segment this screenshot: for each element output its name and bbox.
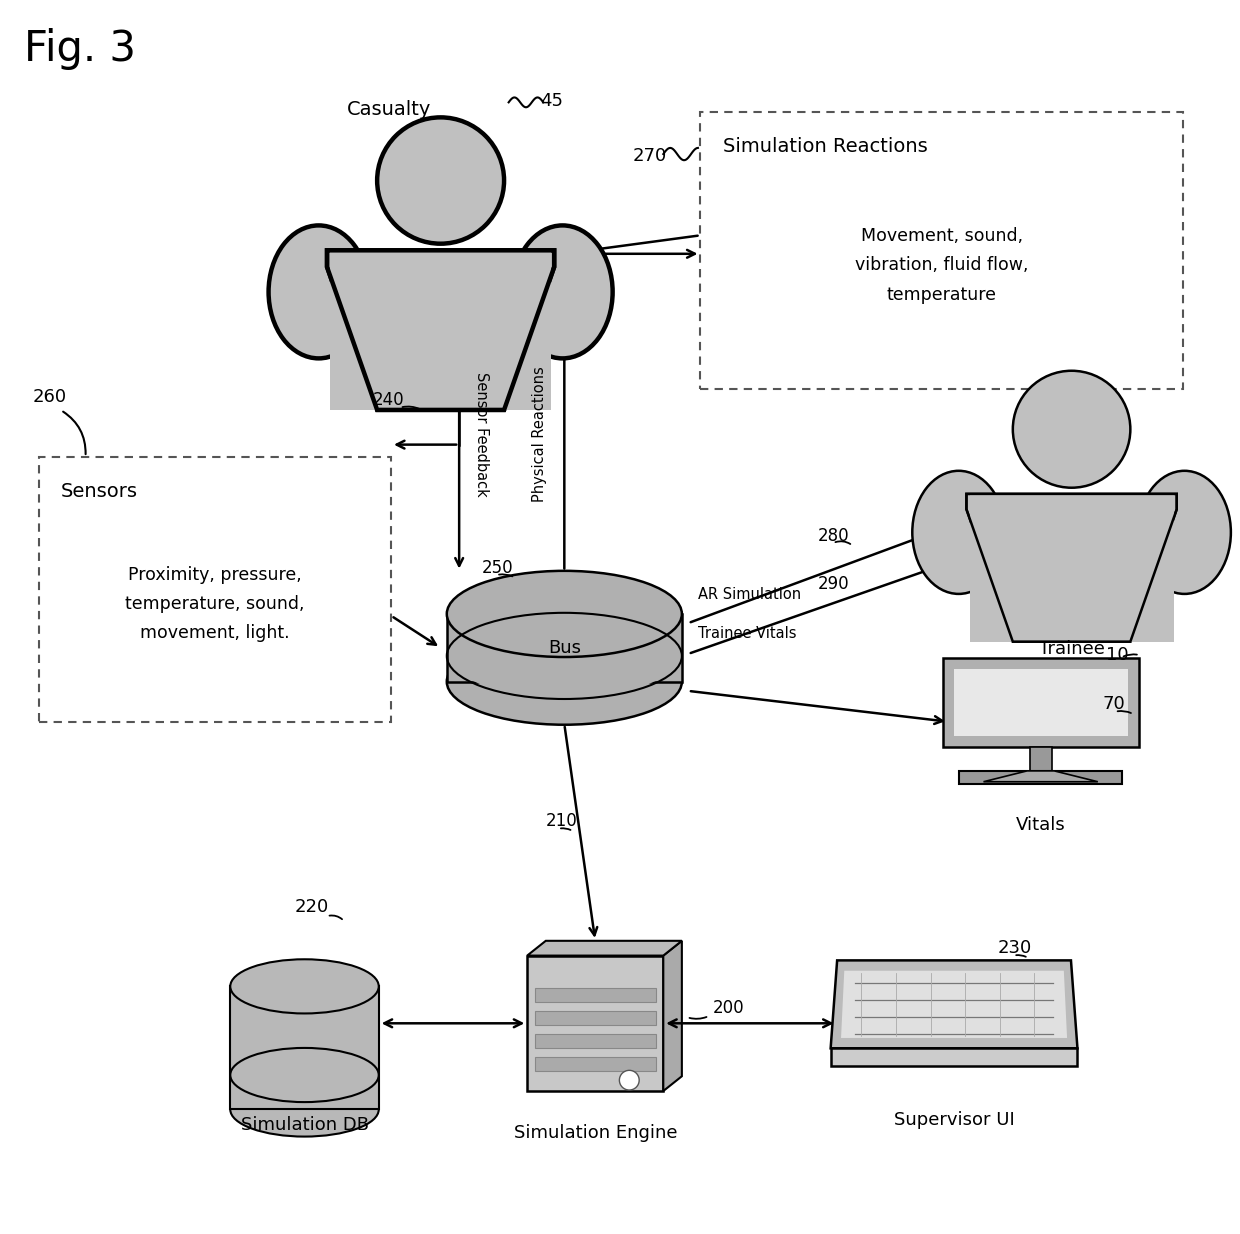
Ellipse shape xyxy=(269,226,368,358)
Ellipse shape xyxy=(450,615,678,697)
Text: Proximity, pressure,
temperature, sound,
movement, light.: Proximity, pressure, temperature, sound,… xyxy=(125,566,305,642)
Polygon shape xyxy=(983,771,1097,781)
Text: Sensor Feedback: Sensor Feedback xyxy=(474,371,489,496)
Bar xyxy=(954,669,1127,735)
Text: 210: 210 xyxy=(546,812,578,830)
Text: Simulation Engine: Simulation Engine xyxy=(513,1124,677,1141)
Polygon shape xyxy=(966,494,1177,642)
Ellipse shape xyxy=(446,638,682,724)
Ellipse shape xyxy=(233,1049,376,1101)
Text: 45: 45 xyxy=(539,93,563,110)
Circle shape xyxy=(377,117,505,243)
Text: 230: 230 xyxy=(997,939,1032,958)
Text: Movement, sound,
vibration, fluid flow,
temperature: Movement, sound, vibration, fluid flow, … xyxy=(854,227,1028,304)
Text: 290: 290 xyxy=(818,575,849,592)
Text: 250: 250 xyxy=(481,559,513,576)
Bar xyxy=(330,251,551,410)
Ellipse shape xyxy=(446,571,682,656)
Text: 240: 240 xyxy=(372,391,404,410)
Text: 280: 280 xyxy=(818,527,849,544)
Bar xyxy=(1029,747,1052,771)
Polygon shape xyxy=(527,940,682,955)
Bar xyxy=(959,771,1122,785)
Polygon shape xyxy=(831,960,1078,1049)
Text: AR Simulation: AR Simulation xyxy=(698,586,801,601)
Text: 200: 200 xyxy=(713,1000,744,1018)
Bar xyxy=(942,659,1138,747)
Bar xyxy=(534,1011,656,1024)
Text: Casualty: Casualty xyxy=(346,100,430,118)
Text: Simulation Reactions: Simulation Reactions xyxy=(723,137,928,155)
Text: 260: 260 xyxy=(32,387,67,406)
Polygon shape xyxy=(841,971,1068,1038)
Bar xyxy=(446,615,682,681)
Ellipse shape xyxy=(231,959,378,1013)
Bar xyxy=(701,112,1183,389)
Bar xyxy=(831,1049,1078,1066)
Polygon shape xyxy=(327,251,554,410)
Text: Fig. 3: Fig. 3 xyxy=(24,28,135,70)
Text: 270: 270 xyxy=(632,147,667,165)
Bar xyxy=(534,988,656,1002)
Bar xyxy=(534,1058,656,1071)
Text: 70: 70 xyxy=(1102,695,1125,713)
Circle shape xyxy=(620,1070,639,1090)
Circle shape xyxy=(1013,370,1131,487)
Bar xyxy=(38,457,391,722)
Text: Simulation DB: Simulation DB xyxy=(241,1117,368,1134)
Bar xyxy=(231,986,378,1109)
Ellipse shape xyxy=(512,226,613,358)
Polygon shape xyxy=(663,940,682,1091)
Text: 220: 220 xyxy=(295,898,329,917)
Bar xyxy=(527,955,663,1091)
Text: Supervisor UI: Supervisor UI xyxy=(894,1112,1014,1129)
Text: Vitals: Vitals xyxy=(1016,816,1065,834)
Text: 10: 10 xyxy=(1106,647,1128,664)
Text: Sensors: Sensors xyxy=(61,481,138,501)
Ellipse shape xyxy=(913,471,1006,594)
Text: Trainee: Trainee xyxy=(1039,640,1105,658)
Text: Trainee Vitals: Trainee Vitals xyxy=(698,626,796,640)
Ellipse shape xyxy=(1138,471,1231,594)
Ellipse shape xyxy=(231,1082,378,1137)
Text: Physical Reactions: Physical Reactions xyxy=(532,366,547,502)
Bar xyxy=(970,494,1173,642)
Text: Bus: Bus xyxy=(548,639,580,656)
Bar xyxy=(534,1034,656,1048)
